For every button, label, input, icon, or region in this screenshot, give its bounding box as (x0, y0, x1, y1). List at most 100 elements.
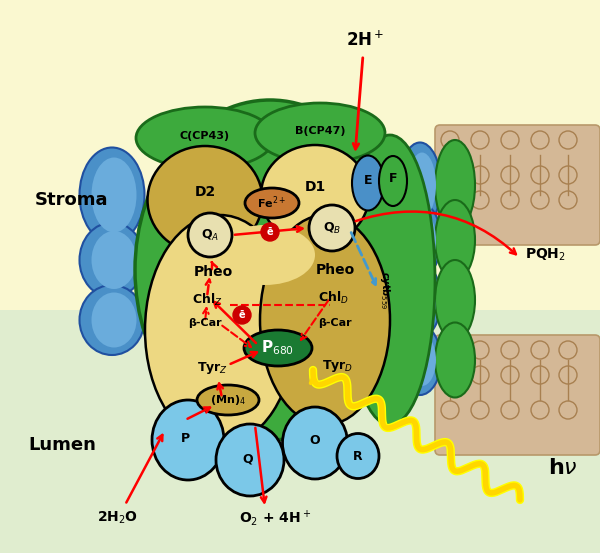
Text: R: R (353, 450, 363, 462)
Circle shape (531, 341, 549, 359)
Text: F: F (389, 173, 397, 185)
Text: E: E (364, 175, 372, 187)
Circle shape (441, 401, 459, 419)
Circle shape (559, 401, 577, 419)
Circle shape (531, 366, 549, 384)
Circle shape (559, 166, 577, 184)
FancyBboxPatch shape (435, 335, 600, 455)
Ellipse shape (408, 271, 436, 329)
Text: B(CP47): B(CP47) (295, 126, 345, 136)
Ellipse shape (79, 148, 145, 243)
Text: P$_{680}$: P$_{680}$ (262, 338, 295, 357)
Bar (0, 0, 600, 310)
Circle shape (441, 131, 459, 149)
FancyBboxPatch shape (435, 125, 600, 245)
Circle shape (471, 401, 489, 419)
Circle shape (309, 205, 355, 251)
Circle shape (233, 306, 251, 324)
Circle shape (559, 191, 577, 209)
Text: β-Car: β-Car (318, 318, 352, 328)
Circle shape (501, 191, 519, 209)
Ellipse shape (399, 202, 441, 278)
Circle shape (441, 341, 459, 359)
Text: O: O (310, 435, 320, 447)
Text: cytb$_{559}$: cytb$_{559}$ (378, 271, 392, 309)
Ellipse shape (244, 330, 312, 366)
Text: Chl$_D$: Chl$_D$ (317, 290, 349, 306)
Text: 2H$_2$O: 2H$_2$O (97, 510, 139, 526)
Text: Pheo: Pheo (193, 265, 233, 279)
Ellipse shape (408, 334, 436, 386)
Ellipse shape (79, 285, 145, 355)
Circle shape (531, 191, 549, 209)
Text: Stroma: Stroma (35, 191, 109, 209)
Ellipse shape (435, 322, 475, 398)
Ellipse shape (255, 103, 385, 163)
Ellipse shape (408, 153, 436, 217)
Circle shape (441, 166, 459, 184)
Text: O$_2$ + 4H$^+$: O$_2$ + 4H$^+$ (239, 508, 311, 528)
Ellipse shape (216, 424, 284, 496)
Ellipse shape (152, 400, 224, 480)
Circle shape (501, 401, 519, 419)
Text: Pheo: Pheo (316, 263, 355, 277)
Ellipse shape (399, 143, 441, 227)
Circle shape (531, 131, 549, 149)
Circle shape (441, 366, 459, 384)
Circle shape (559, 366, 577, 384)
Circle shape (501, 166, 519, 184)
Ellipse shape (136, 107, 274, 169)
Circle shape (261, 223, 279, 241)
Ellipse shape (435, 140, 475, 230)
Text: ē: ē (239, 310, 245, 320)
Text: P: P (181, 431, 190, 445)
Ellipse shape (148, 146, 263, 254)
Circle shape (441, 191, 459, 209)
Circle shape (471, 191, 489, 209)
Text: D2: D2 (194, 185, 215, 199)
Ellipse shape (283, 407, 347, 479)
Ellipse shape (91, 293, 137, 347)
Text: Fe$^{2+}$: Fe$^{2+}$ (257, 195, 287, 211)
Ellipse shape (435, 200, 475, 280)
Ellipse shape (337, 434, 379, 478)
Text: Q: Q (242, 452, 253, 466)
Text: D1: D1 (304, 180, 326, 194)
Circle shape (471, 131, 489, 149)
Circle shape (501, 131, 519, 149)
Circle shape (188, 213, 232, 257)
Ellipse shape (379, 156, 407, 206)
Ellipse shape (352, 155, 384, 211)
Ellipse shape (135, 100, 405, 440)
Text: Lumen: Lumen (28, 436, 96, 454)
Circle shape (471, 366, 489, 384)
Circle shape (471, 341, 489, 359)
Ellipse shape (399, 325, 441, 395)
Circle shape (531, 401, 549, 419)
Ellipse shape (408, 211, 436, 269)
Ellipse shape (245, 188, 299, 218)
Ellipse shape (215, 225, 315, 285)
Ellipse shape (435, 260, 475, 340)
Text: (Mn)$_4$: (Mn)$_4$ (210, 393, 246, 407)
Ellipse shape (261, 145, 369, 245)
Text: ē: ē (266, 227, 274, 237)
Circle shape (531, 166, 549, 184)
Ellipse shape (197, 385, 259, 415)
Text: PQH$_2$: PQH$_2$ (525, 247, 566, 263)
Ellipse shape (91, 158, 137, 232)
Circle shape (559, 341, 577, 359)
Ellipse shape (91, 231, 137, 289)
Ellipse shape (345, 135, 435, 425)
Text: Q$_A$: Q$_A$ (201, 227, 219, 243)
Text: h$\nu$: h$\nu$ (548, 458, 578, 478)
Circle shape (501, 366, 519, 384)
Circle shape (559, 131, 577, 149)
Text: Q$_B$: Q$_B$ (323, 221, 341, 236)
Text: C(CP43): C(CP43) (180, 131, 230, 141)
Ellipse shape (399, 263, 441, 337)
Circle shape (471, 166, 489, 184)
Ellipse shape (260, 215, 390, 425)
Ellipse shape (79, 222, 145, 298)
Text: β-Car: β-Car (188, 318, 222, 328)
